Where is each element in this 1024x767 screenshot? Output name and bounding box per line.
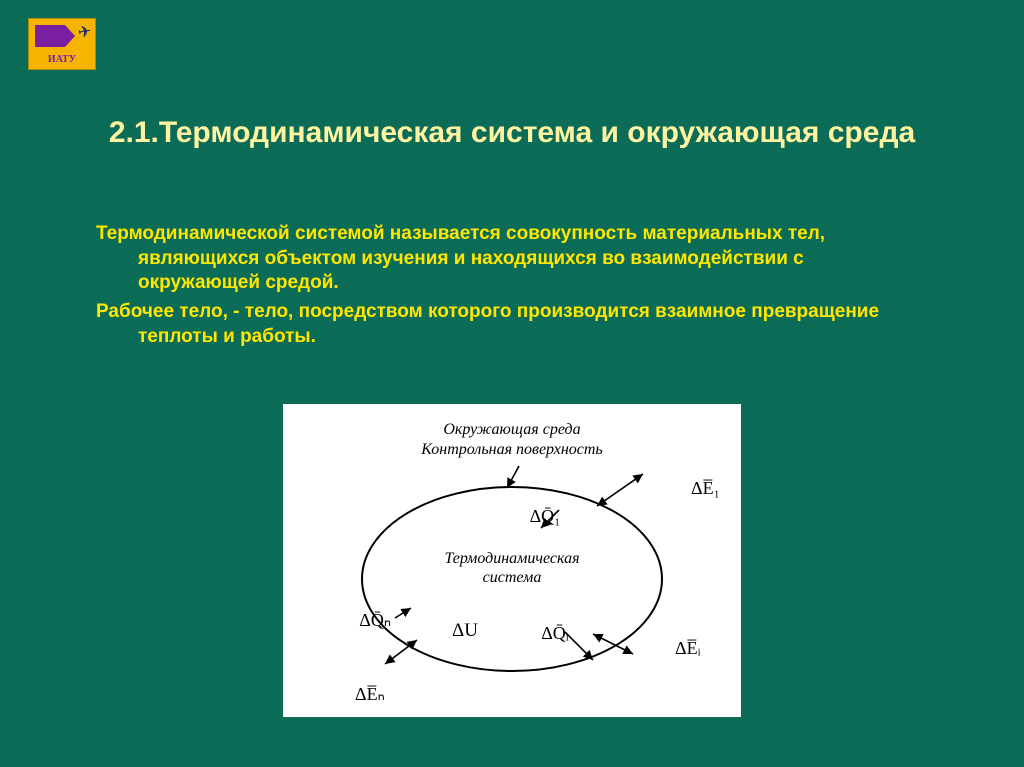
svg-text:Контрольная поверхность: Контрольная поверхность [420,441,602,458]
svg-text:система: система [483,569,542,586]
plane-icon: ✈ [76,21,93,43]
thermo-diagram-svg: Окружающая среда Контрольная поверхность Т… [283,404,741,717]
paragraph-1: Термодинамической системой называется со… [96,222,928,296]
logo: ✈ ИАТУ [28,18,96,70]
svg-text:ΔE̅ₙ: ΔE̅ₙ [355,684,385,704]
body-text: Термодинамической системой называется со… [96,222,928,353]
logo-caption: ИАТУ [29,54,95,65]
svg-text:ΔQ̄ᵢ: ΔQ̄ᵢ [541,623,569,643]
svg-text:Окружающая среда: Окружающая среда [443,421,580,438]
svg-text:Термодинамическая: Термодинамическая [444,550,579,567]
slide: ✈ ИАТУ 2.1.Термодинамическая система и о… [0,0,1024,767]
paragraph-2: Рабочее тело, - тело, посредством которо… [96,300,928,349]
svg-text:ΔQ̄ₙ: ΔQ̄ₙ [359,610,391,630]
thermo-diagram: Окружающая среда Контрольная поверхность Т… [283,404,741,717]
svg-text:ΔU: ΔU [452,620,478,641]
svg-text:ΔQ̄₁: ΔQ̄₁ [530,506,561,526]
svg-text:ΔE̅ᵢ: ΔE̅ᵢ [675,638,701,658]
svg-text:ΔE̅₁: ΔE̅₁ [691,478,720,498]
slide-title: 2.1.Термодинамическая система и окружающ… [100,114,924,152]
logo-flag-icon [35,25,65,47]
